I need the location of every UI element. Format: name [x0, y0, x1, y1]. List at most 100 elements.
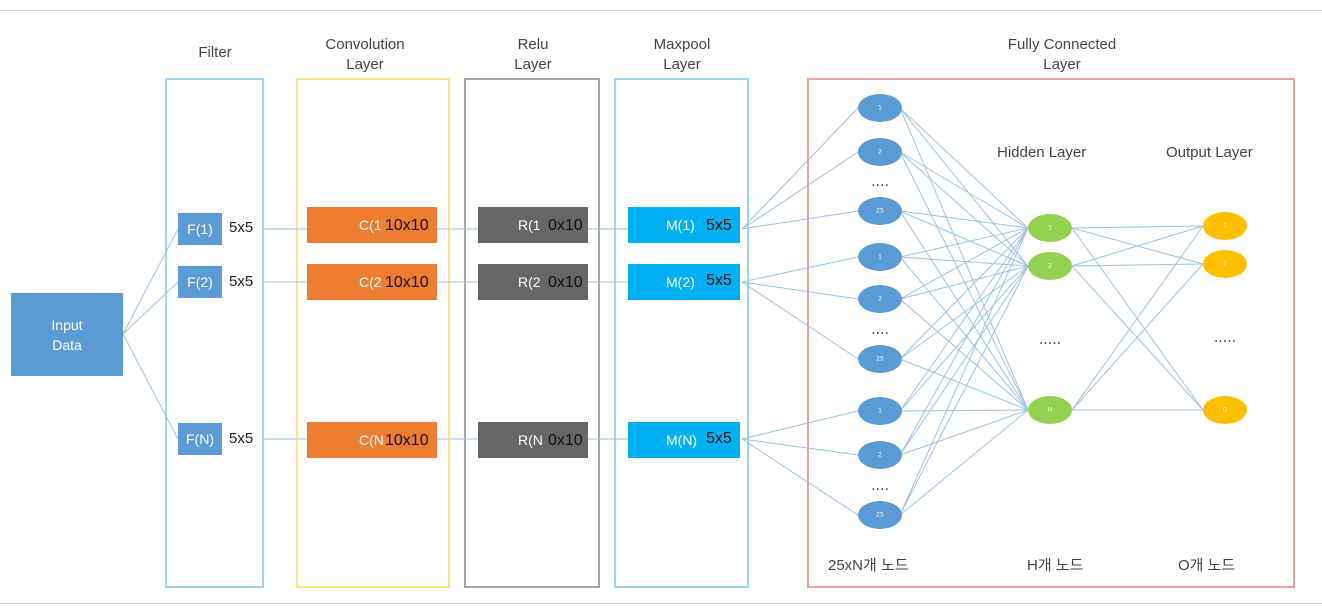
relu-size-label: 0x10 [548, 217, 583, 234]
conv-box: C(1 [307, 207, 437, 243]
input-data-line2: Data [52, 336, 82, 353]
input-to-hidden-line [899, 298, 1029, 411]
pool-to-node-line [741, 281, 859, 300]
input-node [858, 397, 902, 425]
input-to-filter-line [122, 281, 179, 335]
hidden-to-output-line [1071, 263, 1204, 411]
fully-connected-layer-header: Fully Connected Layer [982, 35, 1142, 75]
hidden-ellipsis: ..... [1039, 332, 1061, 348]
input-to-hidden-line [899, 409, 1029, 456]
input-to-hidden-line [899, 265, 1029, 412]
pool-to-node-line [741, 107, 859, 230]
input-ellipsis: .... [871, 322, 889, 338]
conv-box: C(2 [307, 264, 437, 300]
filter-box: F(N) [178, 423, 222, 455]
maxpool-frame [614, 78, 749, 588]
input-to-hidden-line [899, 227, 1029, 300]
hidden-layer-title: Hidden Layer [997, 144, 1087, 161]
input-node [858, 197, 902, 225]
input-to-hidden-line [899, 107, 1029, 229]
hidden-to-output-line [1071, 227, 1204, 411]
fc-header-line2: Layer [1043, 56, 1081, 73]
input-node [858, 138, 902, 166]
maxpool-header-line2: Layer [663, 56, 701, 73]
input-to-hidden-line [899, 210, 1029, 267]
input-to-hidden-line [899, 256, 1029, 267]
input-node [858, 501, 902, 529]
input-node-label: 1 [878, 254, 882, 261]
top-rule [0, 10, 1322, 11]
input-to-hidden-line [899, 151, 1029, 267]
hidden-node-label: H [1048, 407, 1053, 414]
output-node [1203, 250, 1247, 278]
output-node [1203, 212, 1247, 240]
input-to-hidden-line [899, 227, 1029, 516]
input-to-hidden-line [899, 107, 1029, 411]
input-to-filter-line [122, 333, 179, 440]
pool-to-node-line [741, 281, 859, 360]
hidden-node [1028, 252, 1072, 280]
convolution-header-line1: Convolution [325, 36, 405, 53]
input-node [858, 441, 902, 469]
input-node-label: 2 [878, 149, 882, 156]
input-to-hidden-line [899, 265, 1029, 456]
filter-box: F(1) [178, 213, 222, 245]
fully-connected-frame [807, 78, 1295, 588]
pool-size-label: 5x5 [706, 217, 732, 234]
input-node-label: 1 [878, 105, 882, 112]
hidden-nodes-caption: H개 노드 [1027, 557, 1084, 574]
filter-frame [165, 78, 264, 588]
output-ellipsis: ..... [1214, 330, 1236, 346]
hidden-to-output-line [1071, 225, 1204, 411]
pool-to-node-line [741, 210, 859, 230]
pool-to-node-line [741, 438, 859, 516]
input-to-hidden-line [899, 227, 1029, 456]
output-nodes-caption: O개 노드 [1178, 557, 1236, 574]
pool-to-node-line [741, 438, 859, 456]
hidden-node [1028, 396, 1072, 424]
relu-size-label: 0x10 [548, 274, 583, 291]
input-to-hidden-line [899, 358, 1029, 411]
input-ellipsis: .... [871, 174, 889, 190]
bottom-rule [0, 603, 1322, 604]
hidden-node-label: 1 [1048, 225, 1052, 232]
hidden-node [1028, 214, 1072, 242]
hidden-node-label: 2 [1048, 263, 1052, 270]
input-data-line1: Input [51, 316, 83, 333]
input-to-hidden-line [899, 151, 1029, 411]
input-node-label: 2 [878, 296, 882, 303]
pool-to-node-line [741, 410, 859, 440]
input-to-hidden-line [899, 256, 1029, 411]
input-to-hidden-line [899, 265, 1029, 300]
input-nodes-caption: 25xN개 노드 [828, 557, 909, 574]
input-node-label: 1 [878, 408, 882, 415]
conv-size-label: 10x10 [385, 432, 429, 449]
conv-box: C(N [307, 422, 437, 458]
convolution-layer-header: Convolution Layer [285, 35, 445, 75]
maxpool-layer-header: Maxpool Layer [602, 35, 762, 75]
pool-box: M(2) [628, 264, 740, 300]
hidden-to-output-line [1071, 225, 1204, 267]
input-ellipsis: .... [871, 478, 889, 494]
input-node [858, 94, 902, 122]
input-to-hidden-line [899, 265, 1029, 516]
input-to-hidden-line [899, 409, 1029, 412]
input-node [858, 243, 902, 271]
convolution-frame [296, 78, 450, 588]
input-node-label: 25 [876, 356, 884, 363]
input-node [858, 345, 902, 373]
hidden-to-output-line [1071, 225, 1204, 229]
relu-layer-header: Relu Layer [453, 35, 613, 75]
pool-box: M(1) [628, 207, 740, 243]
input-node-label: 25 [876, 208, 884, 215]
maxpool-header-line1: Maxpool [653, 36, 711, 53]
output-node-label: 2 [1223, 261, 1227, 268]
relu-box: R(2 [478, 264, 588, 300]
relu-size-label: 0x10 [548, 432, 583, 449]
pool-size-label: 5x5 [706, 272, 732, 289]
output-node [1203, 396, 1247, 424]
input-to-hidden-line [899, 210, 1029, 229]
filter-header: Filter [198, 44, 232, 61]
pool-size-label: 5x5 [706, 430, 732, 447]
relu-box: R(1 [478, 207, 588, 243]
